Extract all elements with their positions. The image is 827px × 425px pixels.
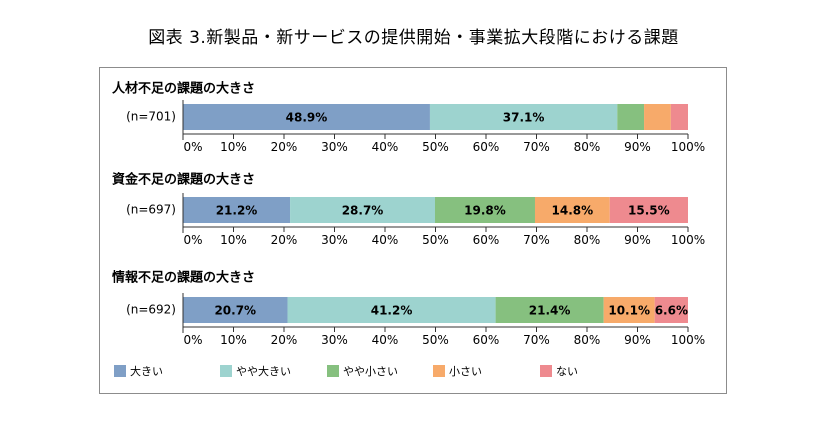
panel-2-bar-3 xyxy=(603,297,655,323)
panel-2-tick-label-3: 30% xyxy=(321,333,348,347)
legend-swatch-3 xyxy=(433,365,445,377)
legend-label-4: ない xyxy=(556,365,578,378)
panel-1-bar-label-0: 21.2% xyxy=(216,204,258,218)
panel-0-bar-3 xyxy=(644,104,671,130)
panel-2-bar-label-2: 21.4% xyxy=(529,304,571,318)
panel-1-tick-label-0: 0% xyxy=(183,233,202,247)
panel-2-tick-label-8: 80% xyxy=(574,333,601,347)
panel-1-tick-label-5: 50% xyxy=(422,233,449,247)
panel-1-tick-label-3: 30% xyxy=(321,233,348,247)
legend-label-3: 小さい xyxy=(449,365,482,378)
panel-2-bar-1 xyxy=(287,297,496,323)
legend-label-0: 大きい xyxy=(130,364,163,378)
panel-1-tick-label-1: 10% xyxy=(220,233,247,247)
panel-1-tick-label-10: 100% xyxy=(671,233,705,247)
panel-0-tick-label-0: 0% xyxy=(183,140,202,154)
panel-2-bar-label-3: 10.1% xyxy=(608,304,650,318)
legend-swatch-2 xyxy=(327,365,339,377)
panel-1-bar-label-3: 14.8% xyxy=(552,204,594,218)
panel-0-tick-label-1: 10% xyxy=(220,140,247,154)
panel-1-bar-label-4: 15.5% xyxy=(628,204,670,218)
panel-1-tick-label-8: 80% xyxy=(574,233,601,247)
panel-2-tick-label-2: 20% xyxy=(271,333,298,347)
panel-0-bar-0 xyxy=(183,104,430,130)
panel-1-tick-label-2: 20% xyxy=(271,233,298,247)
panel-0-bar-1 xyxy=(429,104,618,130)
panel-1-bar-2 xyxy=(434,197,535,223)
panel-0-tick-label-4: 40% xyxy=(372,140,399,154)
panel-1-bar-0 xyxy=(183,197,291,223)
panel-0-title: 人材不足の課題の大きさ xyxy=(112,81,255,97)
panel-2-tick-label-0: 0% xyxy=(183,333,202,347)
panel-2-tick-label-7: 70% xyxy=(523,333,550,347)
panel-1-bar-label-2: 19.8% xyxy=(464,204,506,218)
panel-2-bar-0 xyxy=(183,297,288,323)
panel-2-bar-label-1: 41.2% xyxy=(371,304,413,318)
panel-0-tick-label-6: 60% xyxy=(473,140,500,154)
panel-0-tick-label-10: 100% xyxy=(671,140,705,154)
panel-1-tick-label-4: 40% xyxy=(372,233,399,247)
panel-1-tick-label-6: 60% xyxy=(473,233,500,247)
panel-2-bar-label-4: 6.6% xyxy=(655,304,688,318)
panel-1-tick-label-7: 70% xyxy=(523,233,550,247)
legend-label-2: やや小さい xyxy=(343,365,398,378)
panel-2-tick-label-1: 10% xyxy=(220,333,247,347)
legend-swatch-1 xyxy=(220,365,232,377)
panel-1-bar-label-1: 28.7% xyxy=(342,204,384,218)
panel-2-tick-label-4: 40% xyxy=(372,333,399,347)
panel-2-tick-label-6: 60% xyxy=(473,333,500,347)
panel-0-tick-label-3: 30% xyxy=(321,140,348,154)
panel-0-bar-label-1: 37.1% xyxy=(503,111,545,125)
panel-2-title: 情報不足の課題の大きさ xyxy=(112,270,255,286)
legend-swatch-4 xyxy=(540,365,552,377)
panel-2-tick-label-10: 100% xyxy=(671,333,705,347)
panel-1-bar-4 xyxy=(609,197,688,223)
panel-0-tick-label-8: 80% xyxy=(574,140,601,154)
panel-2-tick-label-9: 90% xyxy=(624,333,651,347)
panel-1-bar-1 xyxy=(290,197,435,223)
figure-title: 図表 3.新製品・新サービスの提供開始・事業拡大段階における課題 xyxy=(148,28,679,48)
legend-swatch-0 xyxy=(114,365,126,377)
panel-1-bar-3 xyxy=(534,197,610,223)
panel-0-n-label: (n=701) xyxy=(126,110,176,124)
panel-2-tick-label-5: 50% xyxy=(422,333,449,347)
chart-frame xyxy=(99,67,727,394)
panel-0-bar-2 xyxy=(617,104,645,130)
panel-0-tick-label-2: 20% xyxy=(271,140,298,154)
panel-2-bar-2 xyxy=(495,297,604,323)
panel-0-tick-label-5: 50% xyxy=(422,140,449,154)
panel-2-bar-4 xyxy=(654,297,688,323)
panel-0-bar-4 xyxy=(670,104,688,130)
panel-0-tick-label-9: 90% xyxy=(624,140,651,154)
panel-1-tick-label-9: 90% xyxy=(624,233,651,247)
panel-0-tick-label-7: 70% xyxy=(523,140,550,154)
legend-label-1: やや大きい xyxy=(236,364,291,378)
panel-1-title: 資金不足の課題の大きさ xyxy=(112,172,255,188)
panel-2-n-label: (n=692) xyxy=(126,303,176,317)
panel-2-bar-label-0: 20.7% xyxy=(214,304,256,318)
panel-0-bar-label-0: 48.9% xyxy=(286,111,328,125)
panel-1-n-label: (n=697) xyxy=(126,203,176,217)
